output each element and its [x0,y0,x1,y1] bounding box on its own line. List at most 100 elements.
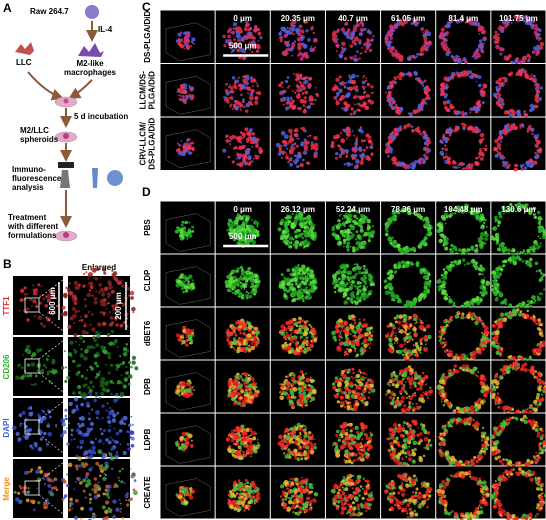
signal-dot [311,334,315,338]
signal-dot [180,139,183,142]
macrophage: macrophages [64,68,117,77]
signal-dot [256,225,259,228]
signal-dot [438,238,444,244]
signal-dot [423,87,428,91]
signal-dot [425,48,429,52]
signal-dot [531,252,534,255]
signal-dot [355,138,358,142]
signal-dot [35,348,41,353]
signal-dot [350,325,355,330]
signal-dot [284,226,289,231]
signal-dot [369,327,372,330]
signal-dot [293,72,296,75]
signal-dot [363,343,368,349]
signal-dot [68,282,71,285]
signal-dot [425,102,428,105]
signal-dot [17,363,21,368]
signal-dot [298,90,300,92]
signal-dot [338,341,344,347]
signal-dot [179,337,183,342]
signal-dot [239,43,242,46]
signal-dot [490,281,493,284]
signal-dot [84,298,87,301]
signal-dot [355,238,358,241]
signal-dot [361,80,366,85]
signal-dot [358,57,361,60]
stimulus: IL-4 [98,25,113,34]
signal-dot [305,29,309,33]
signal-dot [107,419,112,424]
signal-dot [234,333,238,337]
signal-dot [338,277,341,281]
depth-label: 81.4 μm [448,14,478,23]
signal-dot [354,141,357,144]
signal-dot [115,431,120,436]
signal-dot [109,363,114,368]
signal-dot [225,39,228,42]
signal-dot [293,329,298,334]
signal-dot [85,484,89,488]
signal-dot [364,332,369,337]
signal-dot [508,303,513,308]
signal-dot [447,161,451,165]
signal-dot [361,325,364,328]
signal-dot [372,330,374,333]
signal-dot [110,290,115,294]
signal-dot [457,248,462,252]
signal-dot [463,122,466,126]
signal-dot [244,217,250,222]
signal-dot [300,276,305,280]
signal-dot [33,442,38,447]
signal-dot [503,78,508,83]
signal-dot [313,142,318,147]
signal-dot [519,303,522,306]
signal-dot [94,437,97,440]
signal-dot [106,415,111,420]
signal-dot [281,96,287,102]
signal-dot [88,501,92,505]
signal-dot [190,146,195,151]
micrograph [160,201,215,254]
signal-dot [68,422,71,425]
signal-dot [499,155,504,160]
signal-dot [89,421,95,426]
signal-dot [288,128,293,134]
signal-dot [236,267,240,271]
signal-dot [25,498,30,503]
signal-dot [106,488,111,493]
signal-dot [183,31,187,35]
signal-dot [283,140,288,145]
signal-dot [72,391,76,395]
signal-dot [308,98,312,102]
signal-dot [32,284,35,287]
signal-dot [338,286,343,292]
signal-dot [49,415,52,419]
signal-dot [476,247,479,250]
signal-dot [426,148,432,153]
signal-dot [22,353,25,356]
signal-dot [541,218,544,221]
signal-dot [95,290,98,293]
signal-dot [64,379,68,383]
signal-dot [541,293,544,295]
signal-dot [299,349,302,352]
signal-dot [338,269,341,272]
signal-dot [229,286,231,289]
signal-dot [40,285,43,288]
signal-dot [456,73,460,77]
signal-dot [481,101,485,105]
signal-dot [180,223,184,227]
signal-dot [122,361,126,364]
image-row: CLDP [143,254,546,312]
signal-dot [362,87,366,91]
signal-dot [530,128,533,131]
signal-dot [395,54,400,59]
signal-dot [37,283,41,287]
signal-dot [229,90,233,93]
signal-dot [495,266,500,272]
signal-dot [483,221,486,224]
signal-dot [60,366,65,370]
signal-dot [443,105,448,110]
signal-dot [41,371,45,375]
signal-dot [367,337,373,342]
